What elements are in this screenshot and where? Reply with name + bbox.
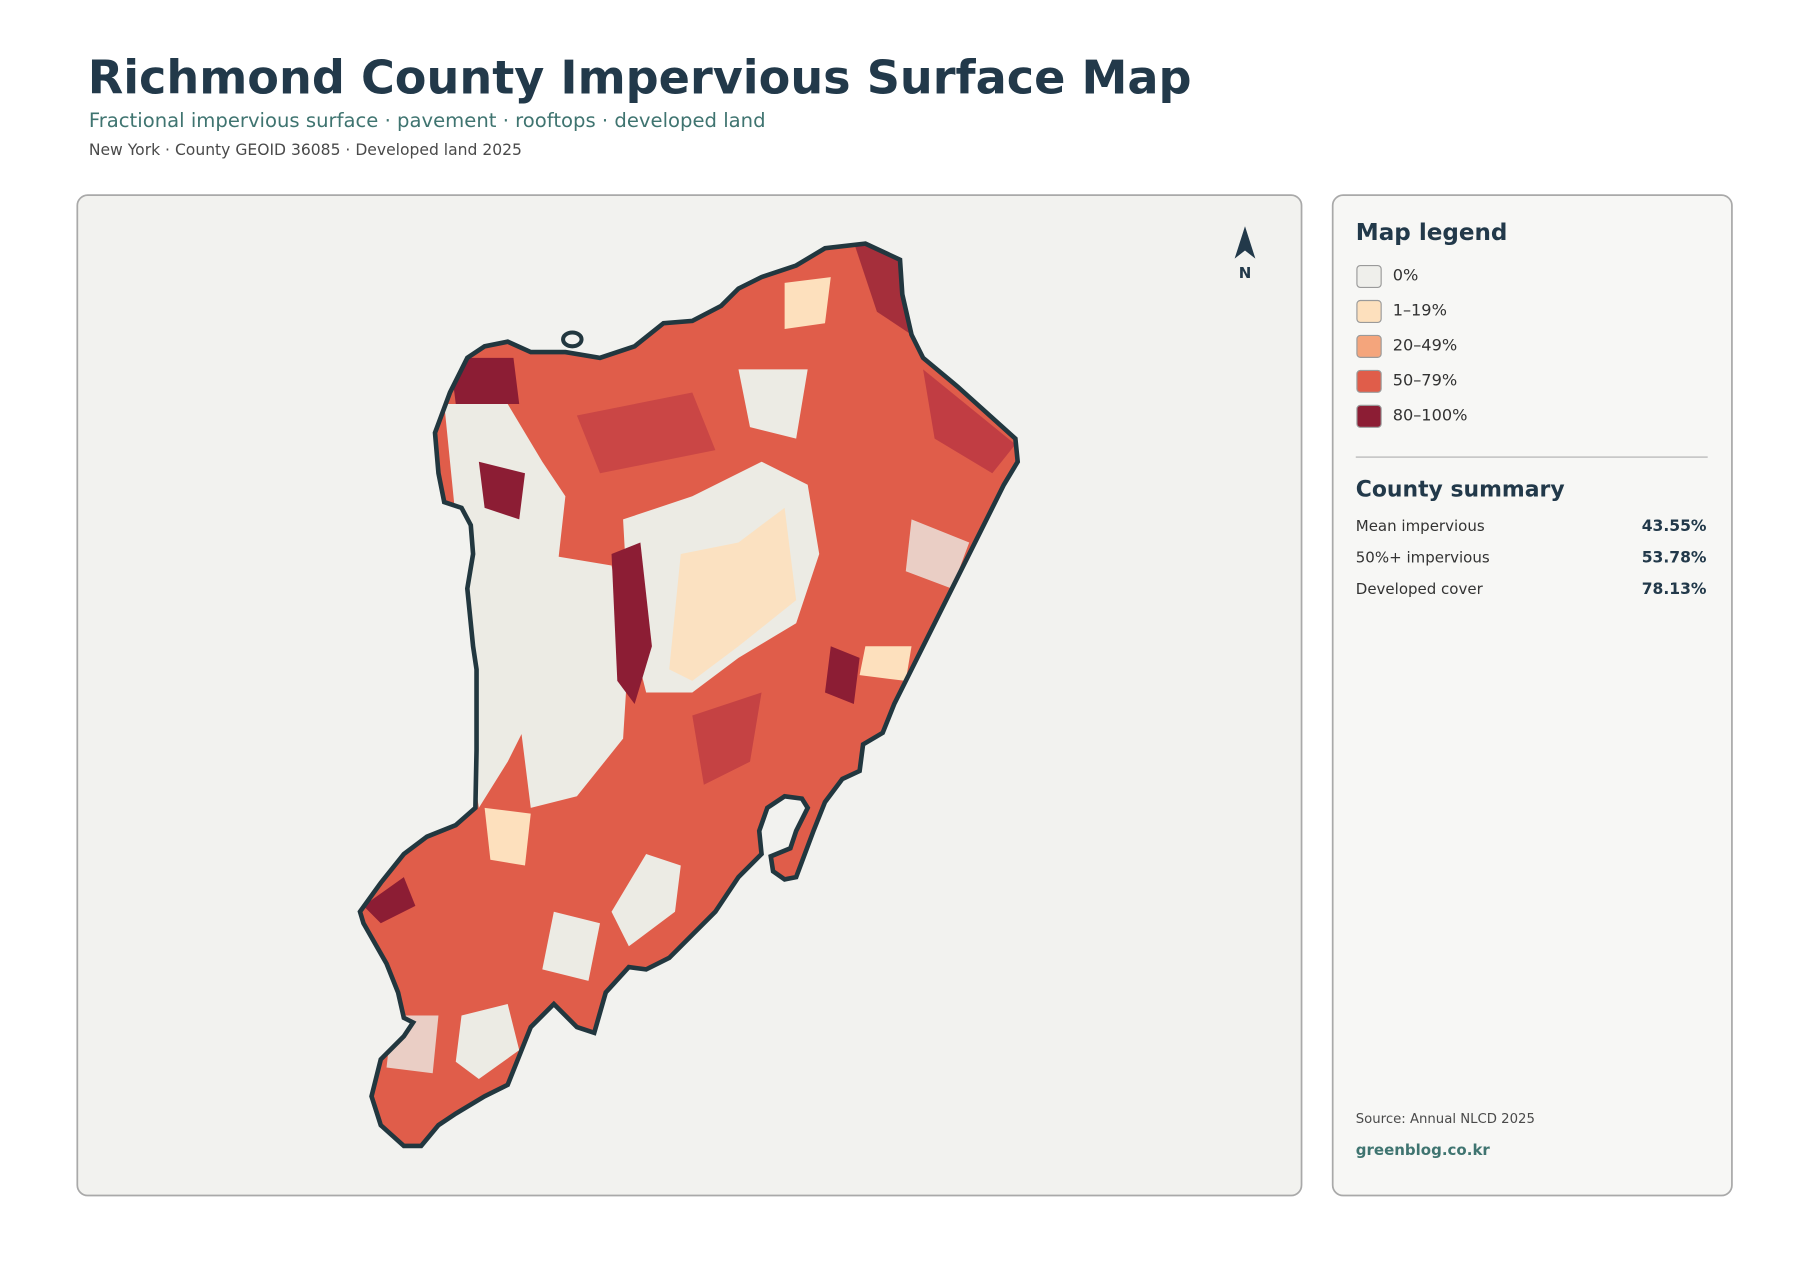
legend-swatch bbox=[1356, 369, 1382, 393]
islet-outline bbox=[561, 330, 584, 349]
title: Richmond County Impervious Surface Map bbox=[88, 51, 1192, 105]
side-panel bbox=[1331, 194, 1733, 1197]
site: greenblog.co.kr bbox=[1356, 1141, 1491, 1159]
legend-title: Map legend bbox=[1356, 220, 1508, 246]
legend-label: 0% bbox=[1393, 266, 1419, 285]
legend-label: 1–19% bbox=[1393, 301, 1447, 320]
summary-label: Mean impervious bbox=[1356, 517, 1485, 535]
legend-swatch bbox=[1356, 334, 1382, 358]
legend-label: 20–49% bbox=[1393, 335, 1457, 354]
meta: New York · County GEOID 36085 · Develope… bbox=[89, 141, 522, 159]
legend-label: 50–79% bbox=[1393, 370, 1457, 389]
summary-value: 43.55% bbox=[1642, 517, 1707, 535]
summary-rows: Mean impervious 43.55% 50%+ impervious 53.7… bbox=[1356, 517, 1707, 598]
north-label: N bbox=[1239, 264, 1252, 282]
legend-items: 0% 1–19% 20–49% 50–79% 80–100% bbox=[1356, 264, 1468, 428]
legend-label: 80–100% bbox=[1393, 405, 1468, 424]
summary-label: Developed cover bbox=[1356, 580, 1484, 598]
summary-label: 50%+ impervious bbox=[1356, 548, 1490, 566]
summary-title: County summary bbox=[1356, 477, 1565, 502]
summary-value: 53.78% bbox=[1642, 548, 1707, 566]
source: Source: Annual NLCD 2025 bbox=[1356, 1112, 1535, 1127]
subtitle: Fractional impervious surface · pavement… bbox=[89, 109, 766, 132]
legend-swatch bbox=[1356, 299, 1382, 323]
legend-swatch bbox=[1356, 264, 1382, 289]
north-arrow bbox=[1234, 226, 1256, 259]
summary-value: 78.13% bbox=[1642, 580, 1707, 598]
legend-swatch bbox=[1356, 404, 1382, 428]
